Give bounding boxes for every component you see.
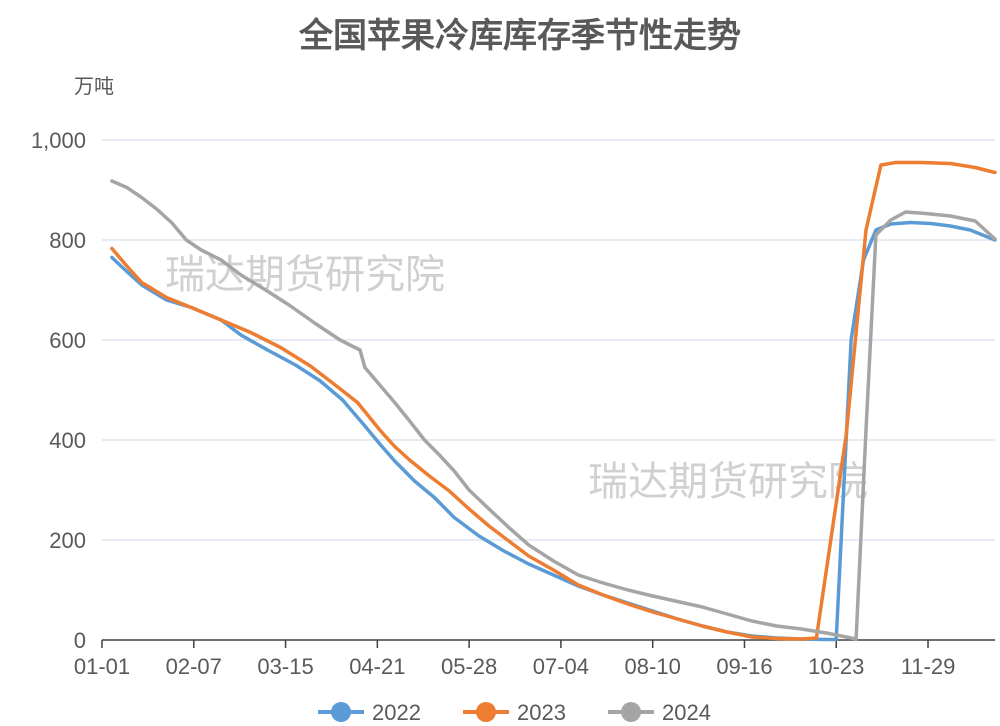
x-tick-label: 11-29 <box>901 654 956 679</box>
legend-marker <box>476 702 496 722</box>
y-tick-label: 200 <box>49 528 86 553</box>
legend-label: 2024 <box>662 700 711 725</box>
y-tick-label: 1,000 <box>31 128 86 153</box>
x-tick-label: 10-23 <box>808 654 864 679</box>
legend-label: 2023 <box>517 700 566 725</box>
x-tick-label: 03-15 <box>257 654 313 679</box>
legend-label: 2022 <box>372 700 421 725</box>
x-tick-label: 05-28 <box>441 654 497 679</box>
x-tick-label: 07-04 <box>533 654 589 679</box>
y-tick-label: 400 <box>49 428 86 453</box>
chart-title: 全国苹果冷库库存季节性走势 <box>298 16 741 56</box>
x-tick-label: 08-10 <box>625 654 681 679</box>
y-tick-label: 800 <box>49 228 86 253</box>
x-tick-label: 04-21 <box>349 654 405 679</box>
series-line-2023 <box>110 160 997 641</box>
watermark: 瑞达期货研究院 <box>165 252 445 298</box>
legend-marker <box>331 702 351 722</box>
series-lines <box>110 160 997 642</box>
series-line-2024 <box>110 179 997 641</box>
x-tick-label: 01-01 <box>74 654 130 679</box>
y-tick-label: 0 <box>74 628 86 653</box>
legend-item-2024[interactable]: 2024 <box>608 700 711 725</box>
y-axis-unit: 万吨 <box>74 74 114 98</box>
y-tick-label: 600 <box>49 328 86 353</box>
x-tick-label: 02-07 <box>166 654 222 679</box>
legend-item-2022[interactable]: 2022 <box>318 700 421 725</box>
legend-item-2023[interactable]: 2023 <box>463 700 566 725</box>
legend-marker <box>621 702 641 722</box>
watermark: 瑞达期货研究院 <box>588 459 868 505</box>
legend[interactable]: 2022 2023 2024 <box>318 700 711 725</box>
x-tick-label: 09-16 <box>716 654 772 679</box>
series-line-2022 <box>110 220 997 642</box>
x-axis: 01-01 02-07 03-15 04-21 05-28 07-04 08-10 09-16… <box>74 639 995 679</box>
y-axis-ticks: 0 200 400 600 800 1,000 <box>31 128 86 653</box>
